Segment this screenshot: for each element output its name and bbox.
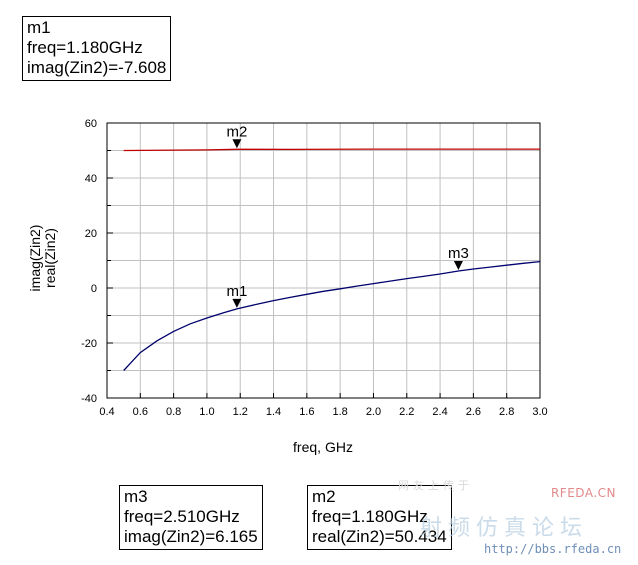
x-tick-label: 2.6 — [466, 406, 481, 418]
x-tick-label: 2.4 — [432, 406, 447, 418]
x-tick-label: 0.8 — [166, 406, 181, 418]
watermark-faint-text: 网友上传于 — [398, 477, 473, 493]
y-axis-label-imag: imag(Zin2) — [27, 225, 43, 292]
y-tick-label: -40 — [81, 393, 97, 405]
y-tick-label: -20 — [81, 338, 97, 350]
x-tick-label: 2.2 — [399, 406, 414, 418]
x-tick-label: 0.4 — [99, 406, 114, 418]
marker-label-m3: m3 — [448, 245, 469, 262]
marker-triangle-m3 — [454, 261, 463, 270]
y-axis-labels: imag(Zin2) real(Zin2) — [27, 225, 58, 292]
y-tick-label: 40 — [85, 173, 97, 185]
x-tick-label: 1.2 — [233, 406, 248, 418]
x-tick-label: 3.0 — [532, 406, 547, 418]
x-tick-label: 0.6 — [133, 406, 148, 418]
x-tick-label: 1.6 — [299, 406, 314, 418]
series-line-imag-zin2- — [124, 262, 540, 371]
y-axis-label-real: real(Zin2) — [42, 228, 58, 288]
watermark-url: http://bbs.rfeda.cn — [484, 542, 621, 556]
watermark-forum-name: 射频仿真论坛 — [420, 510, 588, 542]
x-tick-label: 2.8 — [499, 406, 514, 418]
marker-label-m2: m2 — [226, 123, 247, 140]
x-tick-label: 1.4 — [266, 406, 281, 418]
marker-label-m1: m1 — [226, 283, 247, 300]
x-tick-label: 1.0 — [199, 406, 214, 418]
series — [124, 149, 540, 370]
x-tick-label: 1.8 — [333, 406, 348, 418]
x-axis-label: freq, GHz — [293, 439, 353, 455]
y-tick-label: 0 — [91, 283, 97, 295]
watermark-logo: RFEDA.CN — [551, 486, 616, 500]
grid — [107, 123, 540, 398]
y-tick-label: 60 — [85, 118, 97, 130]
y-tick-label: 20 — [85, 228, 97, 240]
x-tick-label: 2.0 — [366, 406, 381, 418]
